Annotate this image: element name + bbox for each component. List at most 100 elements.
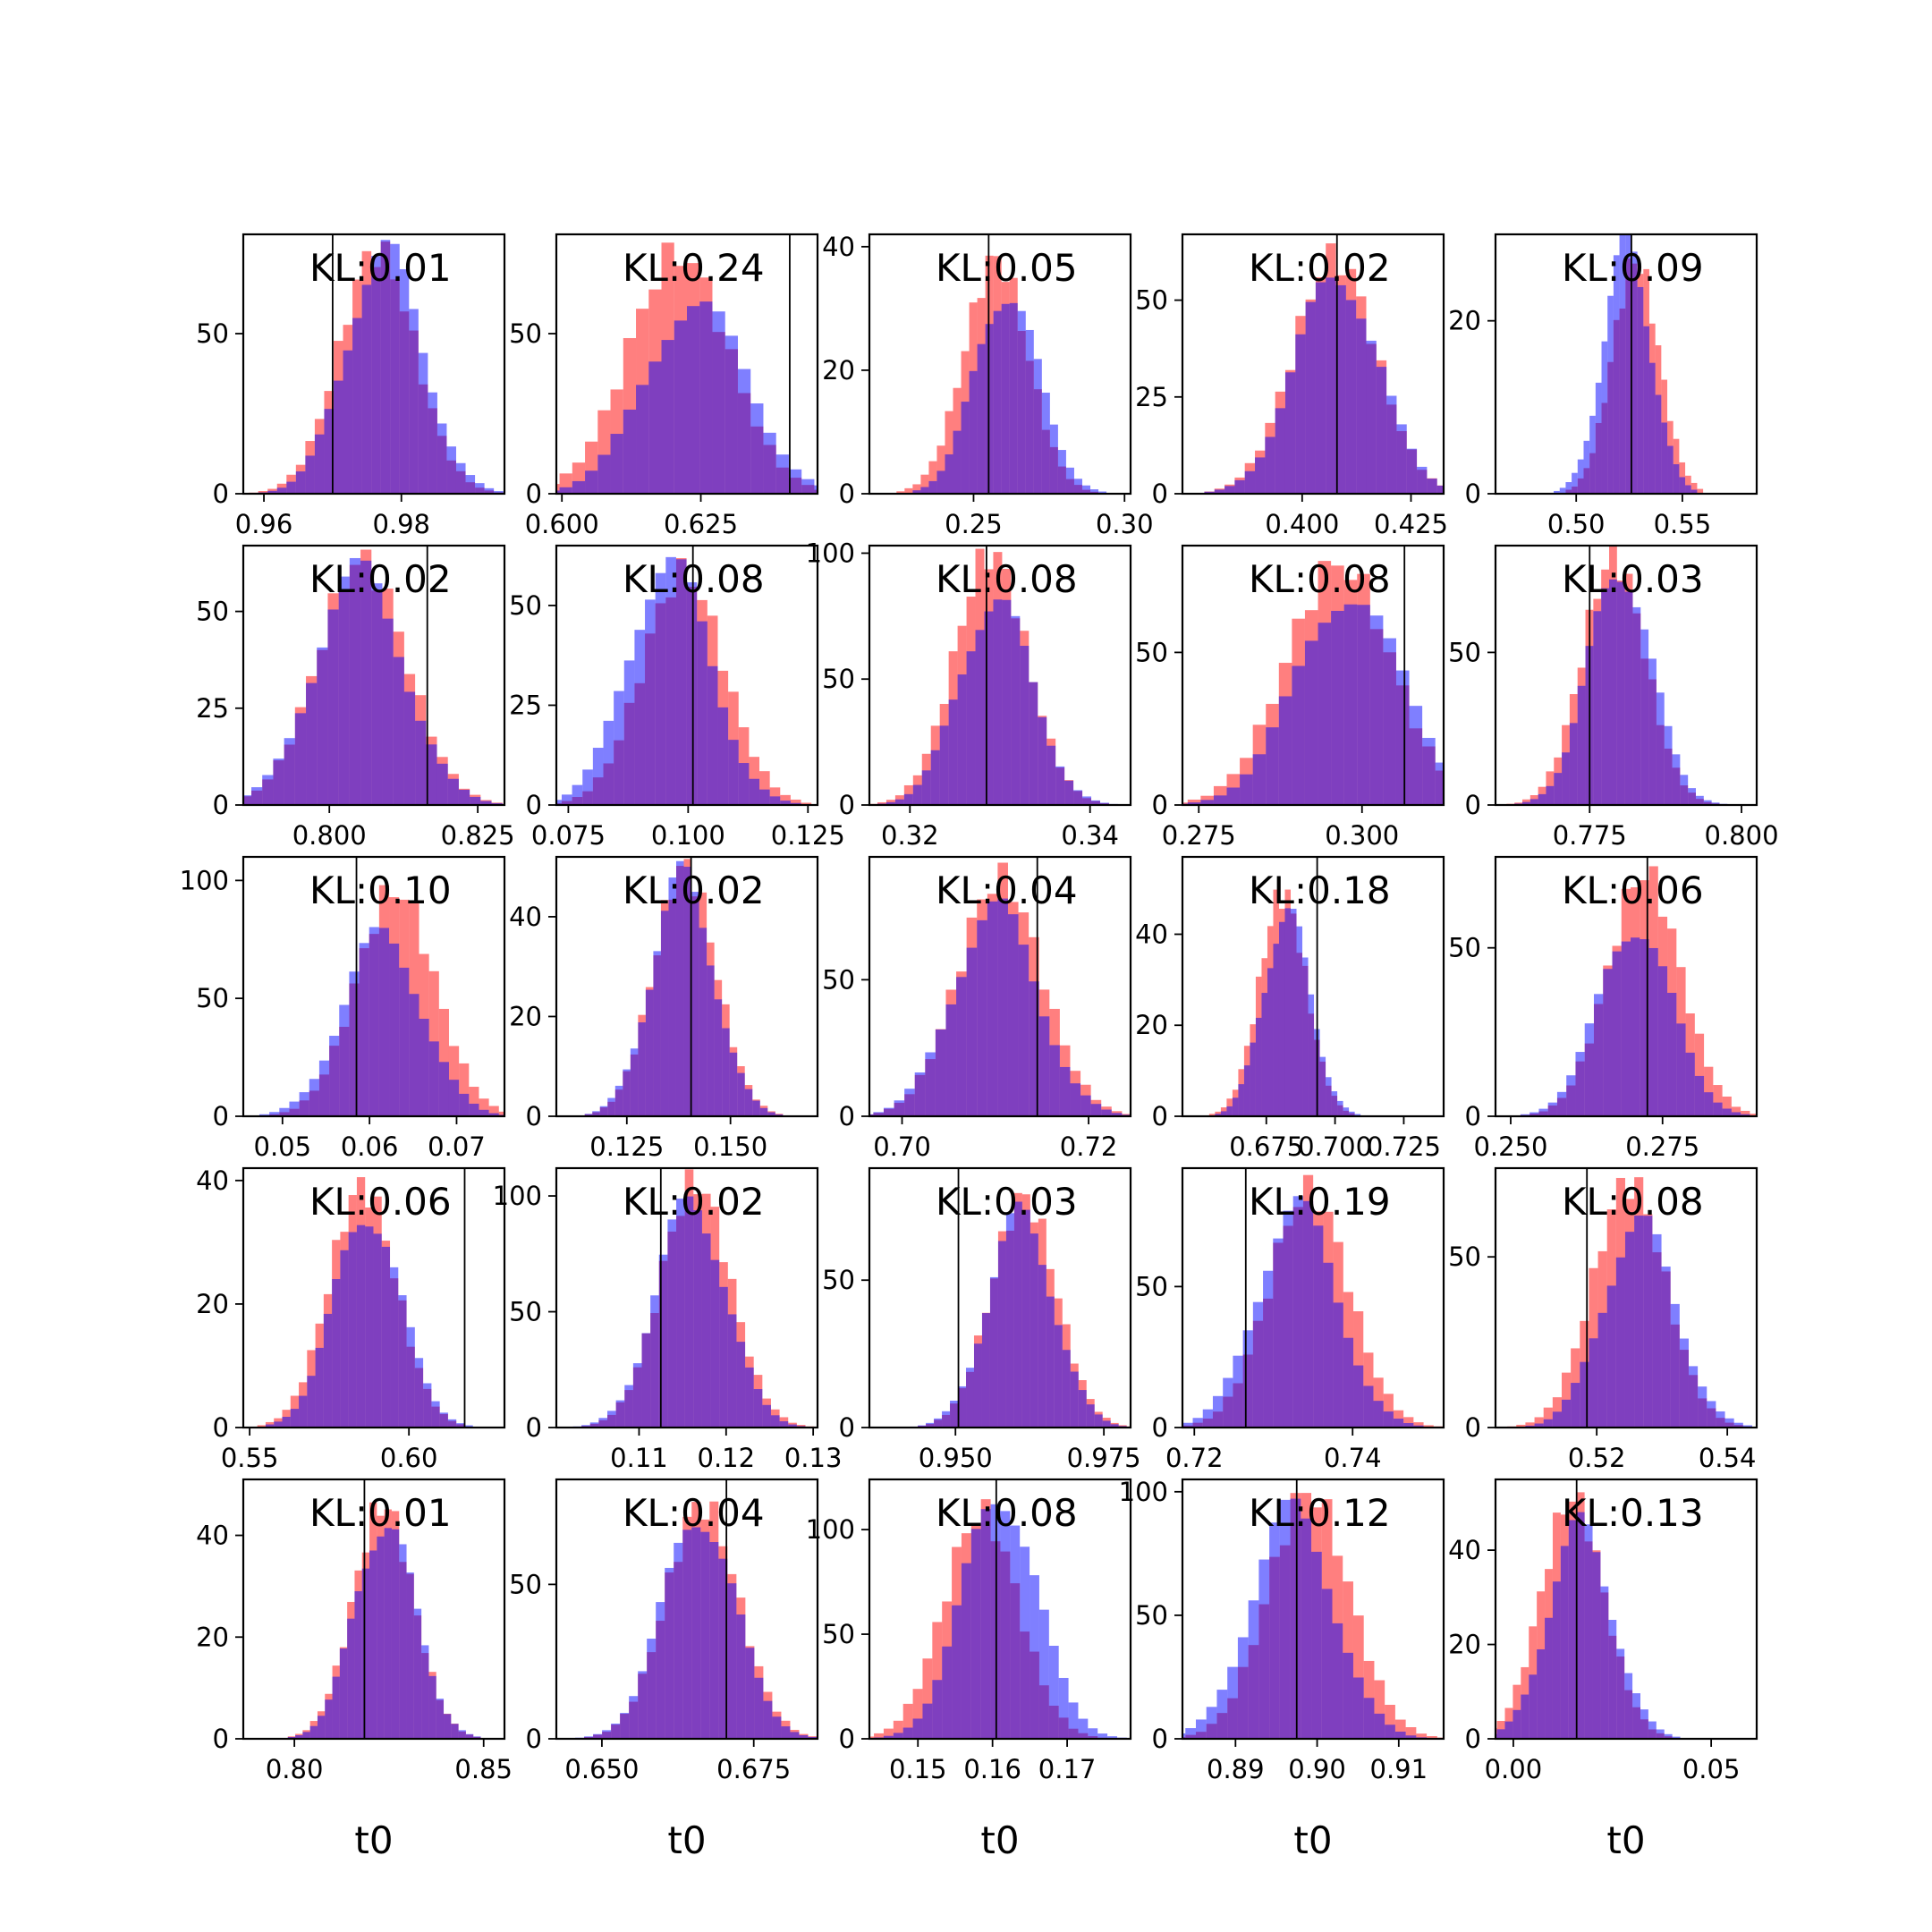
histogram-bar-blue [993, 310, 1002, 494]
histogram-bar-blue [1295, 334, 1306, 494]
histogram-bar-blue [953, 430, 962, 494]
histogram-panel-r1-c1: 0.96 0.98 0 50 KL:0.01 [196, 233, 506, 539]
histogram-bar-red [459, 1063, 470, 1116]
histogram-bar-blue [1343, 604, 1358, 805]
y-tick-label: 0 [213, 1724, 229, 1754]
x-tick-label: 0.55 [1654, 509, 1712, 539]
histogram-bar-red [1713, 1085, 1723, 1116]
histogram-bar-blue [267, 490, 277, 494]
histogram-bar-blue [1624, 1673, 1633, 1739]
histogram-bar-blue [1353, 1365, 1364, 1428]
histogram-bar-blue [925, 1052, 936, 1116]
histogram-bar-blue [1097, 1733, 1108, 1739]
histogram-bar-blue [378, 928, 390, 1116]
histogram-panel-r4-c2: 0.11 0.12 0.13 0 50 100 KL:0.02 [493, 1166, 842, 1473]
histogram-bar-blue [585, 470, 598, 494]
histogram-bar-blue [676, 860, 684, 1116]
histogram-bar-blue [1002, 599, 1012, 805]
kl-divergence-label: KL:0.02 [309, 557, 452, 601]
histogram-bar-blue [1284, 372, 1296, 494]
x-tick-label: 0.12 [698, 1443, 756, 1473]
histogram-bar-red [1722, 1096, 1732, 1116]
histogram-bar-blue [1357, 605, 1370, 805]
histogram-bar-blue [1612, 951, 1622, 1116]
histogram-bar-blue [338, 576, 350, 805]
histogram-bar-blue [1248, 1600, 1259, 1739]
kl-divergence-label: KL:0.18 [1249, 869, 1391, 912]
histogram-bar-blue [418, 352, 428, 494]
histogram-bar-blue [327, 609, 339, 805]
histogram-bar-blue [981, 1313, 990, 1428]
histogram-bar-blue [1007, 914, 1019, 1116]
histogram-bar-blue [1648, 1721, 1657, 1739]
histogram-bar-blue [1685, 1052, 1695, 1116]
histogram-bar-blue [572, 480, 586, 494]
x-tick-label: 0.800 [1705, 820, 1779, 851]
x-tick-label: 0.72 [1060, 1131, 1118, 1162]
histogram-bar-blue [961, 402, 970, 494]
panel-frame [242, 233, 506, 496]
histogram-bar-red [1208, 1114, 1216, 1116]
histogram-bar-blue [1704, 1092, 1714, 1116]
histogram-bar-blue [1013, 1201, 1022, 1428]
histogram-bar-red [1405, 1727, 1417, 1739]
histogram-bar-blue [918, 1425, 927, 1428]
histogram-bar-blue [1661, 1267, 1671, 1428]
histogram-bar-blue [744, 1089, 753, 1116]
histogram-bar-blue [987, 901, 998, 1116]
histogram-bar-blue [1046, 745, 1056, 805]
histogram-bar-blue [423, 1383, 432, 1428]
histogram-bar-blue [676, 1199, 685, 1428]
histogram-bar-blue [1029, 682, 1038, 805]
histogram-bar-blue [1522, 801, 1530, 805]
histogram-bar-blue [945, 453, 953, 494]
x-tick-label: 0.775 [1553, 820, 1627, 851]
histogram-bar-blue [1406, 448, 1418, 494]
histogram-bar-blue [914, 1072, 926, 1116]
histogram-bar-red [1750, 1114, 1757, 1116]
histogram-bar-blue [1326, 1077, 1332, 1116]
histogram-bar-blue [1707, 1401, 1716, 1428]
histogram-bar-blue [1716, 1411, 1725, 1428]
histogram-bar-blue [922, 1703, 933, 1739]
histogram-bar-blue [1086, 1404, 1095, 1428]
x-tick-label: 0.725 [1367, 1131, 1441, 1162]
histogram-panel-r2-c3: 0.32 0.34 0 50 100 KL:0.08 [806, 538, 1132, 851]
histogram-bar-blue [950, 1400, 959, 1428]
histogram-bar-blue [470, 796, 481, 805]
histogram-bar-blue [966, 651, 976, 805]
histogram-bar-blue [648, 361, 662, 494]
panel-frame [1181, 544, 1445, 807]
histogram-bar-blue [1513, 1709, 1521, 1739]
histogram-bar-blue [1656, 692, 1665, 805]
histogram-bar-blue [1213, 795, 1227, 805]
x-tick-label: 0.275 [1162, 820, 1236, 851]
histogram-bar-blue [1284, 908, 1291, 1116]
histogram-bar-blue [989, 1276, 998, 1428]
histogram-bar-blue [243, 795, 252, 805]
histogram-bar-blue [399, 967, 410, 1116]
histogram-bar-blue [1018, 945, 1030, 1116]
y-tick-label: 50 [509, 318, 542, 349]
histogram-bar-blue [894, 799, 904, 805]
histogram-bar-blue [632, 1363, 642, 1428]
histogram-bar-blue [801, 479, 815, 494]
histogram-bar-blue [623, 409, 637, 494]
histogram-bar-blue [1232, 1097, 1239, 1116]
x-axis-label: t0 [1606, 1818, 1645, 1862]
histogram-bar-blue [645, 599, 656, 805]
histogram-bar-blue [957, 674, 967, 805]
y-tick-label: 0 [1152, 790, 1168, 820]
histogram-bar-blue [1252, 1301, 1264, 1428]
y-tick-label: 0 [839, 1412, 855, 1443]
histogram-bar-blue [717, 707, 729, 805]
x-tick-label: 0.600 [525, 509, 599, 539]
histogram-bar-red [759, 771, 770, 805]
histogram-bar-blue [1315, 282, 1326, 494]
histogram-bar-blue [1632, 1693, 1640, 1739]
histogram-bar-blue [1025, 329, 1034, 494]
histogram-bar-blue [359, 943, 369, 1116]
histogram-bar-blue [1413, 1425, 1424, 1428]
histogram-bar-blue [1343, 1652, 1353, 1739]
histogram-bar-blue [1343, 1337, 1354, 1428]
